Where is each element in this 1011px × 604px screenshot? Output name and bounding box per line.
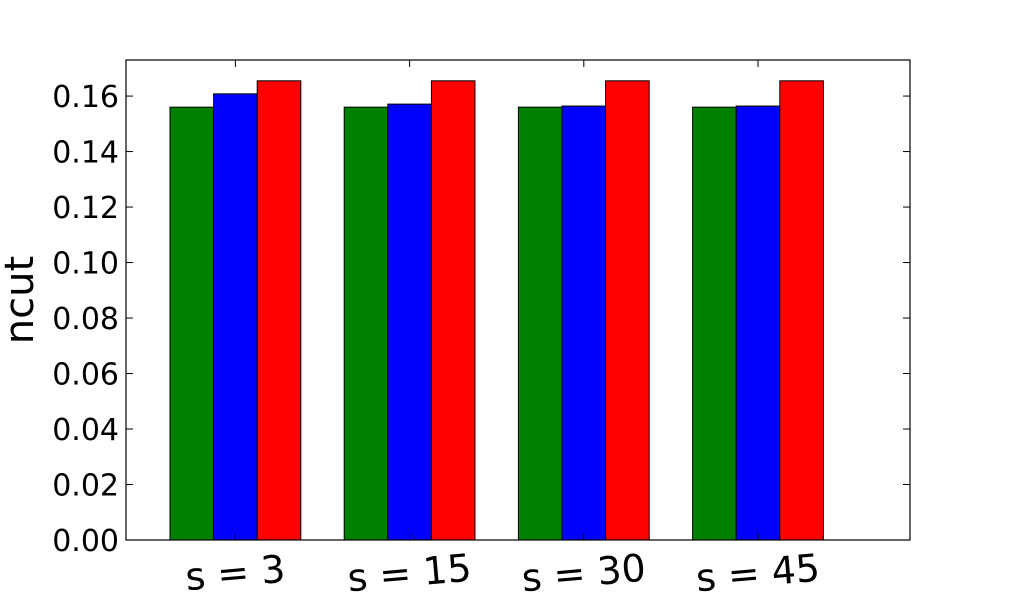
x-tick-label: s = 15 — [346, 546, 474, 600]
y-tick-label: 0.14 — [52, 136, 119, 171]
y-tick-label: 0.00 — [52, 524, 119, 559]
bar-1-series-1 — [169, 106, 215, 541]
bar-4-series-3 — [779, 80, 824, 541]
x-tick-label: s = 30 — [520, 546, 648, 600]
bar-2-series-3 — [430, 80, 476, 541]
y-tick-label: 0.16 — [52, 80, 119, 115]
x-tick-label: s = 3 — [184, 547, 287, 600]
y-tick-label: 0.04 — [52, 413, 119, 448]
bars-layer — [169, 80, 824, 541]
plot-frame — [125, 59, 911, 541]
y-tick-label: 0.10 — [52, 247, 119, 282]
y-axis-label: ncut — [0, 256, 43, 344]
bar-2-series-1 — [343, 106, 389, 541]
bar-1-series-2 — [213, 93, 258, 541]
bar-3-series-1 — [517, 106, 563, 541]
x-tick-label: s = 45 — [694, 546, 822, 600]
y-tick-label: 0.06 — [52, 358, 119, 393]
y-tick-label: 0.12 — [52, 191, 119, 226]
bar-1-series-3 — [256, 80, 302, 541]
bar-3-series-2 — [561, 105, 607, 541]
y-tick-label: 0.02 — [52, 469, 119, 504]
ticks-layer: 0.00 0.02 0.04 0.06 0.08 0.10 0.12 0.14 0.16 s = … — [52, 60, 910, 600]
bar-4-series-1 — [692, 106, 737, 541]
bar-2-series-2 — [387, 103, 432, 541]
bar-3-series-3 — [605, 80, 650, 541]
bar-4-series-2 — [735, 105, 781, 541]
y-tick-label: 0.08 — [52, 302, 119, 337]
